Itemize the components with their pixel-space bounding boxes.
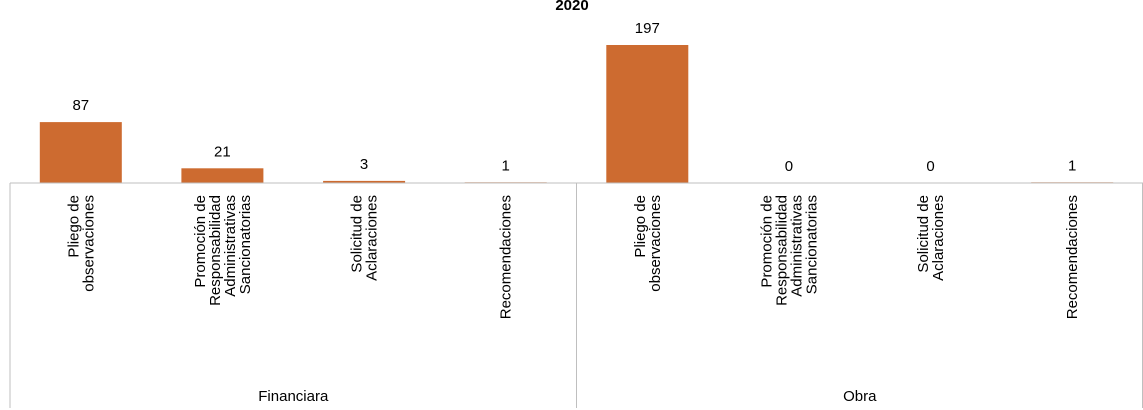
bar-1 xyxy=(181,168,264,183)
category-label-line: Promoción de xyxy=(758,195,775,288)
category-label-line: Recomendaciones xyxy=(498,195,515,319)
category-label-line: Sancionatorias xyxy=(237,195,254,294)
category-label-2: Solicitud deAclaraciones xyxy=(349,195,381,281)
category-label-3: Recomendaciones xyxy=(498,195,515,319)
category-label-line: observaciones xyxy=(80,195,97,292)
category-label-line: Responsabilidad xyxy=(773,195,790,306)
category-label-line: Administrativas xyxy=(222,195,239,297)
category-label-line: Pliego de xyxy=(65,195,82,258)
data-label-1: 21 xyxy=(214,143,231,160)
category-label-7: Recomendaciones xyxy=(1064,195,1081,319)
category-label-line: Administrativas xyxy=(788,195,805,297)
category-label-1: Promoción deResponsabilidadAdministrativ… xyxy=(192,195,254,306)
bar-0 xyxy=(39,122,122,183)
data-label-4: 197 xyxy=(635,20,660,37)
data-label-0: 87 xyxy=(72,97,89,114)
category-label-line: Sancionatorias xyxy=(803,195,820,294)
category-label-line: observaciones xyxy=(647,195,664,292)
category-label-line: Solicitud de xyxy=(915,195,932,273)
category-label-line: Solicitud de xyxy=(349,195,366,273)
category-label-line: Responsabilidad xyxy=(207,195,224,306)
category-label-line: Aclaraciones xyxy=(930,195,947,281)
category-label-line: Aclaraciones xyxy=(364,195,381,281)
data-label-5: 0 xyxy=(785,158,793,175)
group-label-0: Financiara xyxy=(258,388,329,405)
category-label-5: Promoción deResponsabilidadAdministrativ… xyxy=(758,195,820,306)
data-labels-layer: 87 21 3 1 197 0 0 1 xyxy=(72,20,1076,175)
bar-4 xyxy=(606,45,689,183)
bars-layer xyxy=(39,45,1114,183)
category-label-line: Promoción de xyxy=(192,195,209,288)
data-label-7: 1 xyxy=(1068,157,1076,174)
data-label-3: 1 xyxy=(502,157,510,174)
category-label-0: Pliego deobservaciones xyxy=(65,195,97,292)
category-label-6: Solicitud deAclaraciones xyxy=(915,195,947,281)
group-label-1: Obra xyxy=(843,388,877,405)
data-label-6: 0 xyxy=(926,158,934,175)
category-label-line: Recomendaciones xyxy=(1064,195,1081,319)
chart-title: 2020 xyxy=(555,0,588,14)
bar-2 xyxy=(323,180,406,183)
data-label-2: 3 xyxy=(360,156,368,173)
category-label-4: Pliego deobservaciones xyxy=(632,195,664,292)
category-label-line: Pliego de xyxy=(632,195,649,258)
category-axis: Pliego deobservaciones Promoción deRespon… xyxy=(9,182,1143,408)
